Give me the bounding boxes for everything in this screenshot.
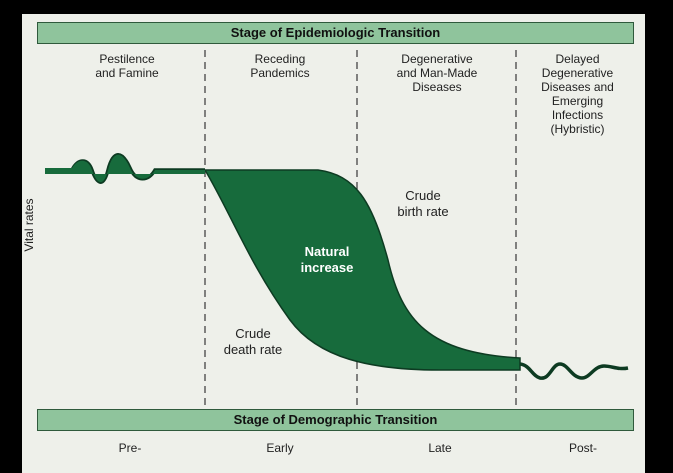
demo-stage-late: Late (428, 441, 452, 455)
demo-stage-pre: Pre- (118, 441, 142, 455)
epidemiologic-transition-band: Stage of Epidemiologic Transition (37, 22, 634, 44)
epi-stage-delayed: Delayed Degenerative Diseases and Emergi… (541, 52, 614, 136)
epi-stage-receding: Receding Pandemics (250, 52, 310, 80)
demo-stage-post: Post- (568, 441, 597, 455)
y-axis-label: Vital rates (22, 198, 36, 252)
demographic-transition-band: Stage of Demographic Transition (37, 409, 634, 431)
demographic-transition-title: Stage of Demographic Transition (233, 412, 438, 427)
crude-birth-rate-label: Crude birth rate (397, 188, 449, 219)
natural-increase-label: Natural increase (300, 244, 354, 275)
post-transition-wavy-rates (519, 362, 629, 380)
natural-increase-area (203, 169, 521, 371)
epidemiologic-transition-title: Stage of Epidemiologic Transition (230, 25, 441, 40)
epi-stage-degenerative: Degenerative and Man-Made Diseases (396, 52, 478, 94)
epi-stage-pestilence: Pestilence and Famine (95, 52, 159, 80)
pre-transition-wavy-fill (45, 154, 205, 183)
demo-stage-early: Early (266, 441, 294, 455)
crude-death-rate-label: Crude death rate (223, 326, 283, 357)
